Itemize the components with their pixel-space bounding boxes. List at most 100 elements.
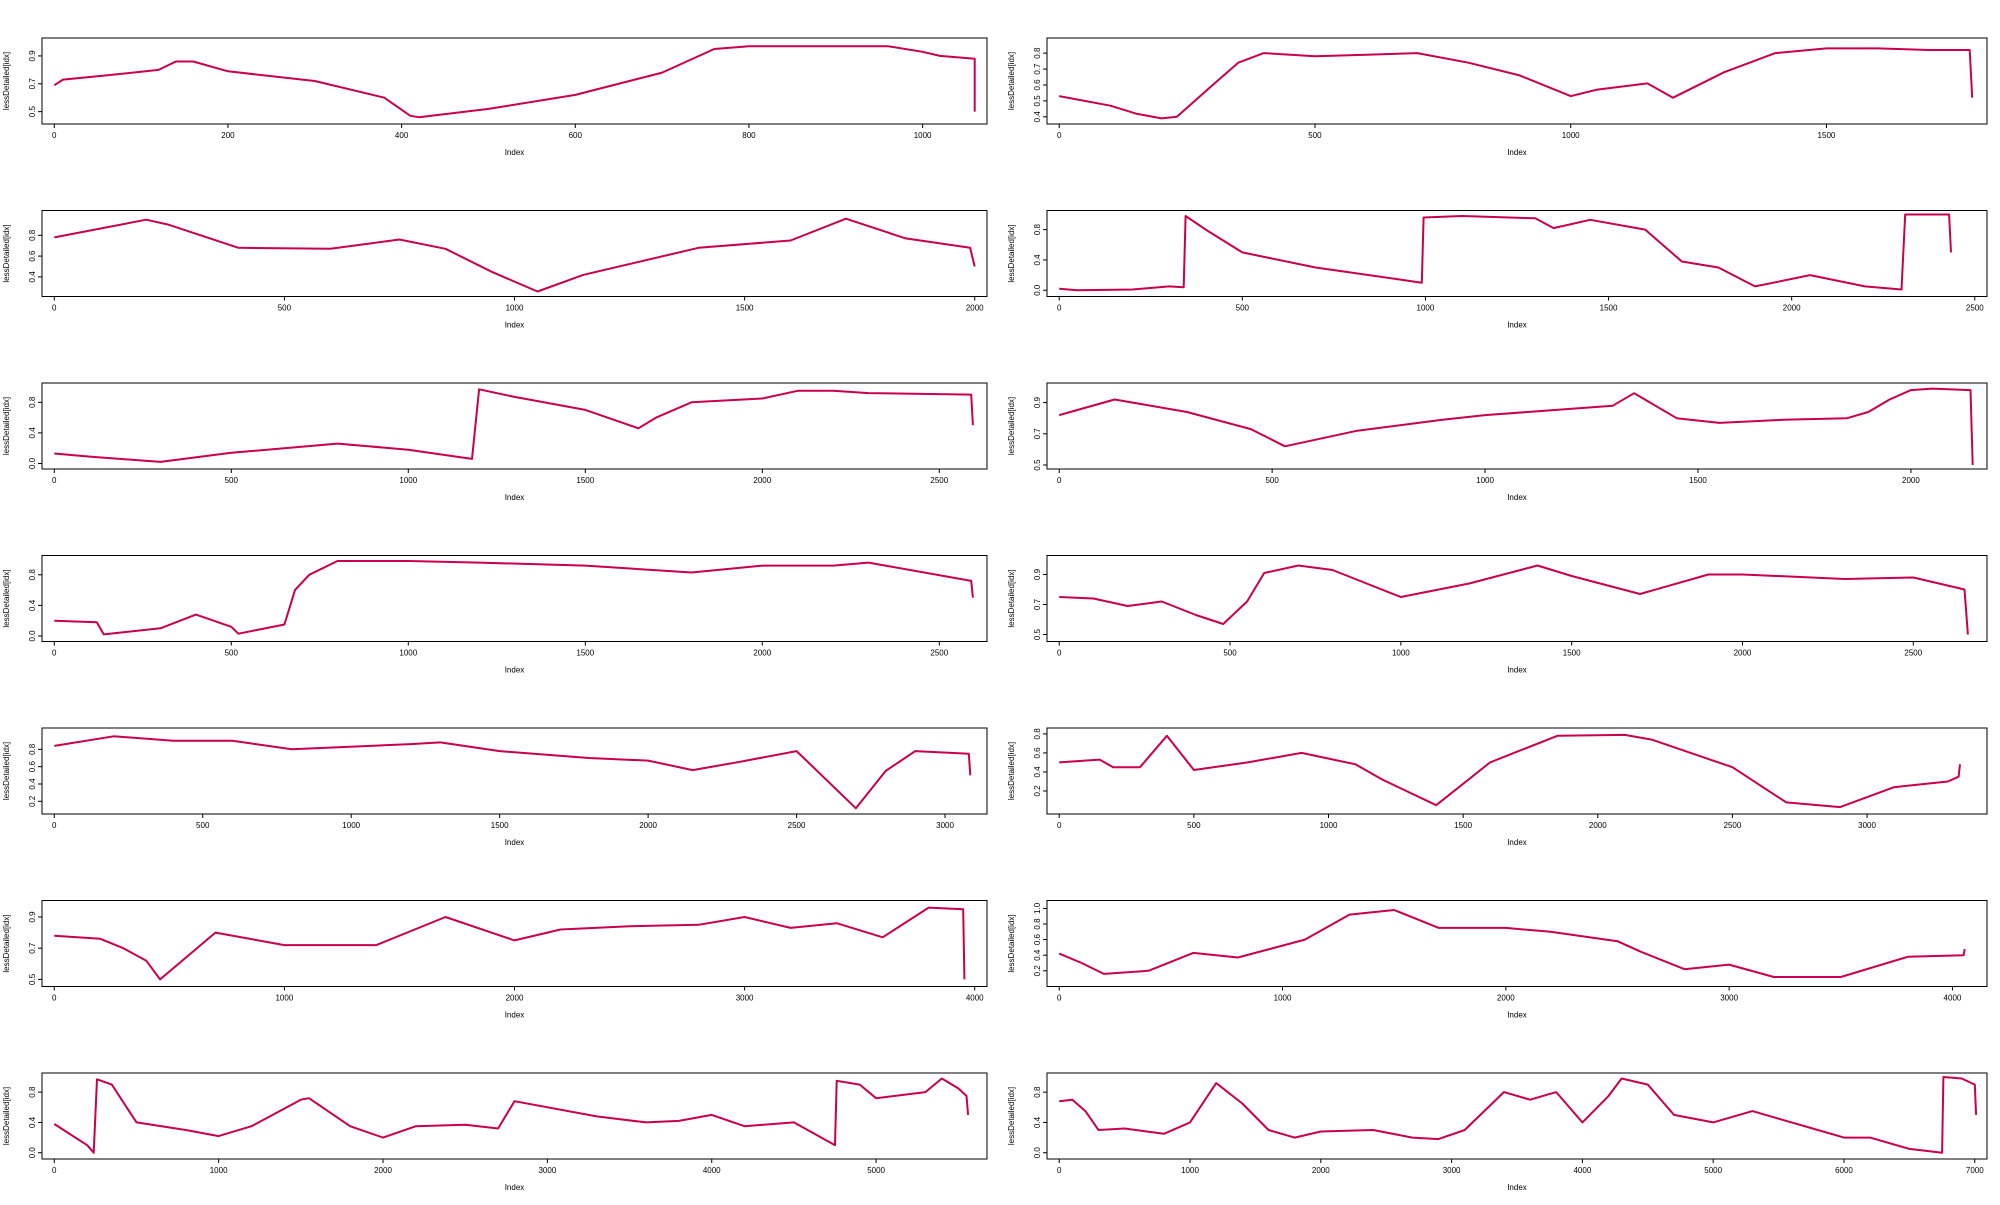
chart-panel-7: 0 500 1000 1500 2000 2500 0.0 0.4 0.8 Index lessDe…	[2, 555, 988, 675]
plot-frame	[1046, 37, 1988, 125]
x-tick-label: 1500	[1454, 821, 1472, 830]
y-tick-label: 0.6	[1033, 747, 1042, 759]
y-tick-label: 0.7	[28, 942, 37, 954]
x-tick-label: 1500	[1818, 131, 1836, 140]
x-tick-label: 1000	[399, 649, 417, 658]
y-axis-label: lessDetailed[idx]	[2, 52, 11, 110]
x-tick-label: 4000	[1573, 1166, 1591, 1175]
y-tick-label: 0.9	[1033, 396, 1042, 408]
x-axis-label: Index	[505, 1011, 525, 1020]
series-line	[53, 45, 976, 119]
x-tick-label: 0	[1057, 476, 1062, 485]
plot-frame	[41, 382, 988, 470]
x-axis: 0 200 400 600 800 1000	[52, 124, 932, 140]
x-tick-label: 1000	[210, 1166, 228, 1175]
y-tick-label: 0.2	[1033, 965, 1042, 977]
x-axis: 0 500 1000 1500 2000 2500	[52, 469, 949, 485]
x-tick-label: 3000	[538, 1166, 556, 1175]
x-tick-label: 2000	[753, 649, 771, 658]
y-tick-label: 0.4	[1033, 254, 1042, 266]
y-tick-label: 0.7	[1033, 598, 1042, 610]
x-axis: 0 1000 2000 3000 4000 5000 6000 7000	[1057, 1159, 1984, 1175]
y-tick-label: 0.4	[28, 1116, 37, 1128]
y-tick-label: 0.5	[28, 106, 37, 118]
y-axis: 0.0 0.4 0.8	[28, 396, 42, 469]
x-tick-label: 1000	[1417, 304, 1435, 313]
x-tick-label: 4000	[703, 1166, 721, 1175]
plot-frame	[41, 37, 988, 125]
series-line	[1059, 1076, 1978, 1154]
x-tick-label: 2500	[930, 649, 948, 658]
x-tick-label: 2000	[506, 994, 524, 1003]
y-tick-label: 0.8	[1033, 1086, 1042, 1098]
y-tick-label: 0.5	[28, 973, 37, 985]
chart-panel-2: 0 500 1000 1500 0.4 0.5 0.6 0.7 0.8 Index lessDeta…	[1007, 37, 1988, 157]
x-tick-label: 2000	[753, 476, 771, 485]
x-tick-label: 500	[1265, 476, 1279, 485]
y-axis-label: lessDetailed[idx]	[1007, 52, 1016, 110]
x-tick-label: 1500	[576, 649, 594, 658]
plot-frame	[1046, 555, 1988, 642]
y-axis-label: lessDetailed[idx]	[1007, 224, 1016, 282]
y-axis: 0.4 0.5 0.6 0.7 0.8	[1033, 47, 1047, 122]
x-axis-label: Index	[505, 1183, 525, 1192]
x-tick-label: 3000	[1443, 1166, 1461, 1175]
x-tick-label: 2500	[930, 476, 948, 485]
x-tick-label: 1500	[576, 476, 594, 485]
y-axis: 0.0 0.4 0.8	[28, 569, 42, 642]
y-axis: 0.0 0.4 0.8	[1033, 224, 1047, 296]
series-line	[1059, 47, 1974, 120]
y-tick-label: 0.8	[28, 569, 37, 581]
y-tick-label: 0.8	[1033, 224, 1042, 236]
x-tick-label: 4000	[1944, 994, 1962, 1003]
plot-frame	[41, 1072, 988, 1160]
x-axis: 0 500 1000 1500 2000 2500	[1057, 296, 1984, 313]
x-axis-label: Index	[505, 148, 525, 157]
y-tick-label: 0.4	[28, 427, 37, 439]
x-tick-label: 3000	[1720, 994, 1738, 1003]
x-tick-label: 1500	[1600, 304, 1618, 313]
y-axis: 0.0 0.4 0.8	[28, 1086, 42, 1158]
y-tick-label: 0.0	[1033, 1147, 1042, 1159]
y-axis-label: lessDetailed[idx]	[2, 397, 11, 455]
x-tick-label: 0	[1057, 994, 1062, 1003]
x-tick-label: 0	[52, 821, 57, 830]
chart-panel-8: 0 500 1000 1500 2000 2500 0.5 0.7 0.9 Index lessDe…	[1007, 555, 1988, 675]
x-axis-label: Index	[1507, 1011, 1527, 1020]
y-tick-label: 0.8	[1033, 918, 1042, 930]
x-tick-label: 6000	[1835, 1166, 1853, 1175]
x-tick-label: 2000	[1589, 821, 1607, 830]
x-tick-label: 2500	[1904, 649, 1922, 658]
x-tick-label: 0	[1057, 1166, 1062, 1175]
x-tick-label: 2000	[1734, 649, 1752, 658]
x-axis-label: Index	[505, 493, 525, 502]
x-tick-label: 2500	[1724, 821, 1742, 830]
x-axis: 0 1000 2000 3000 4000	[1057, 986, 1962, 1003]
series-line	[1058, 909, 1966, 978]
y-tick-label: 0.0	[1033, 284, 1042, 296]
y-tick-label: 0.5	[1033, 95, 1042, 107]
y-axis: 0.5 0.7 0.9	[1033, 568, 1047, 640]
chart-panel-5: 0 500 1000 1500 2000 2500 0.0 0.4 0.8 Index lessDe…	[2, 382, 988, 502]
x-tick-label: 2000	[1902, 476, 1920, 485]
y-tick-label: 0.8	[28, 1086, 37, 1098]
x-axis: 0 1000 2000 3000 4000	[52, 986, 984, 1003]
x-axis-label: Index	[1507, 148, 1527, 157]
y-tick-label: 0.8	[28, 229, 37, 241]
x-tick-label: 2000	[1783, 304, 1801, 313]
x-tick-label: 2000	[966, 304, 984, 313]
plot-frame	[41, 727, 988, 815]
x-axis-label: Index	[505, 321, 525, 330]
x-tick-label: 0	[1057, 304, 1062, 313]
x-axis-label: Index	[505, 666, 525, 675]
plot-frame	[1046, 1072, 1988, 1160]
chart-panel-14: 0 1000 2000 3000 4000 5000 6000 7000 0.0 0.4 0.8 In…	[1007, 1072, 1988, 1192]
x-tick-label: 1500	[491, 821, 509, 830]
x-tick-label: 1000	[1392, 649, 1410, 658]
x-tick-label: 0	[1057, 821, 1062, 830]
y-tick-label: 0.8	[28, 743, 37, 755]
plot-frame	[1046, 727, 1988, 815]
y-axis: 0.5 0.7 0.9	[1033, 396, 1047, 471]
